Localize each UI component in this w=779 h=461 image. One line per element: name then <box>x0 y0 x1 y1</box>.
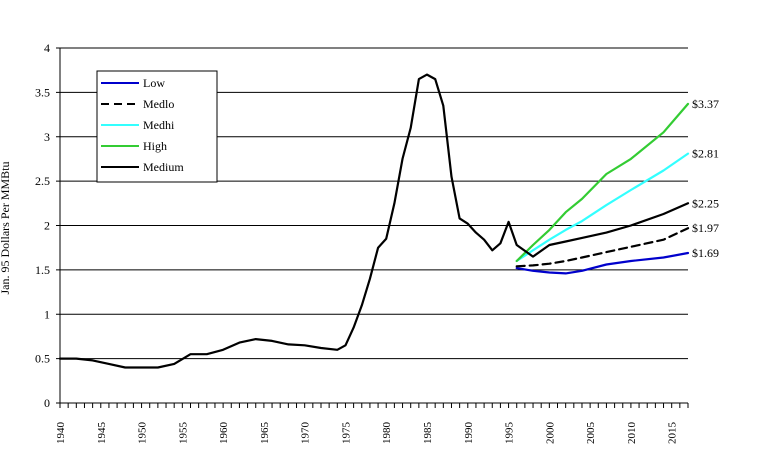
x-tick-label: 1980 <box>381 422 393 445</box>
x-tick-label: 1995 <box>504 422 516 445</box>
x-tick-label: 1955 <box>177 422 189 445</box>
end-value-label: $2.81 <box>692 147 719 161</box>
x-tick-label: 2015 <box>667 422 679 445</box>
y-tick-label: 2.5 <box>35 174 50 188</box>
legend-label-high: High <box>143 139 167 153</box>
y-tick-label: 1.5 <box>35 263 50 277</box>
legend: Low Medlo Medhi High Medium <box>96 70 218 183</box>
x-tick-label: 1970 <box>300 422 312 445</box>
x-tick-label: 2005 <box>585 422 597 445</box>
legend-label-medhi: Medhi <box>143 118 175 132</box>
x-tick-label: 1950 <box>137 422 149 445</box>
x-tick-label: 1960 <box>218 422 230 445</box>
y-tick-label: 3.5 <box>35 85 50 99</box>
legend-label-low: Low <box>143 76 165 90</box>
y-tick-label: 0 <box>44 396 50 410</box>
y-tick-labels: 0 0.5 1 1.5 2 2.5 3 3.5 4 <box>35 41 50 410</box>
y-tick-label: 1 <box>44 307 50 321</box>
legend-box <box>96 70 218 183</box>
axes <box>56 47 689 408</box>
x-tick-label: 1965 <box>259 422 271 445</box>
series-line-low <box>515 251 690 275</box>
end-value-labels: $3.37 $2.81 $2.25 $1.97 $1.69 <box>692 97 719 260</box>
x-tick-label: 2010 <box>626 422 638 445</box>
x-tick-label: 1990 <box>463 422 475 445</box>
series-line-medium <box>58 73 690 369</box>
y-axis-label: Jan. 95 Dollars Per MMBtu <box>0 162 12 295</box>
end-value-label: $1.97 <box>692 221 719 235</box>
x-tick-label: 2000 <box>544 422 556 445</box>
y-tick-label: 0.5 <box>35 352 50 366</box>
y-tick-label: 2 <box>44 219 50 233</box>
x-tick-label: 1975 <box>340 422 352 445</box>
y-tick-label: 3 <box>44 130 50 144</box>
end-value-label: $2.25 <box>692 196 719 210</box>
x-tick-labels: 1940 1945 1950 1955 1960 1965 1970 1975 1980 1985… <box>55 422 679 445</box>
series-lines <box>58 73 690 369</box>
series-line-medlo <box>515 227 690 268</box>
series-line-high <box>515 102 690 263</box>
legend-label-medium: Medium <box>143 160 184 174</box>
end-value-label: $1.69 <box>692 246 719 260</box>
y-tick-label: 4 <box>44 41 50 55</box>
series-line-medhi <box>515 152 690 263</box>
x-tick-label: 1985 <box>422 422 434 445</box>
x-tick-label: 1940 <box>55 422 67 445</box>
legend-label-medlo: Medlo <box>143 97 174 111</box>
x-tick-label: 1945 <box>96 422 108 445</box>
end-value-label: $3.37 <box>692 97 719 111</box>
